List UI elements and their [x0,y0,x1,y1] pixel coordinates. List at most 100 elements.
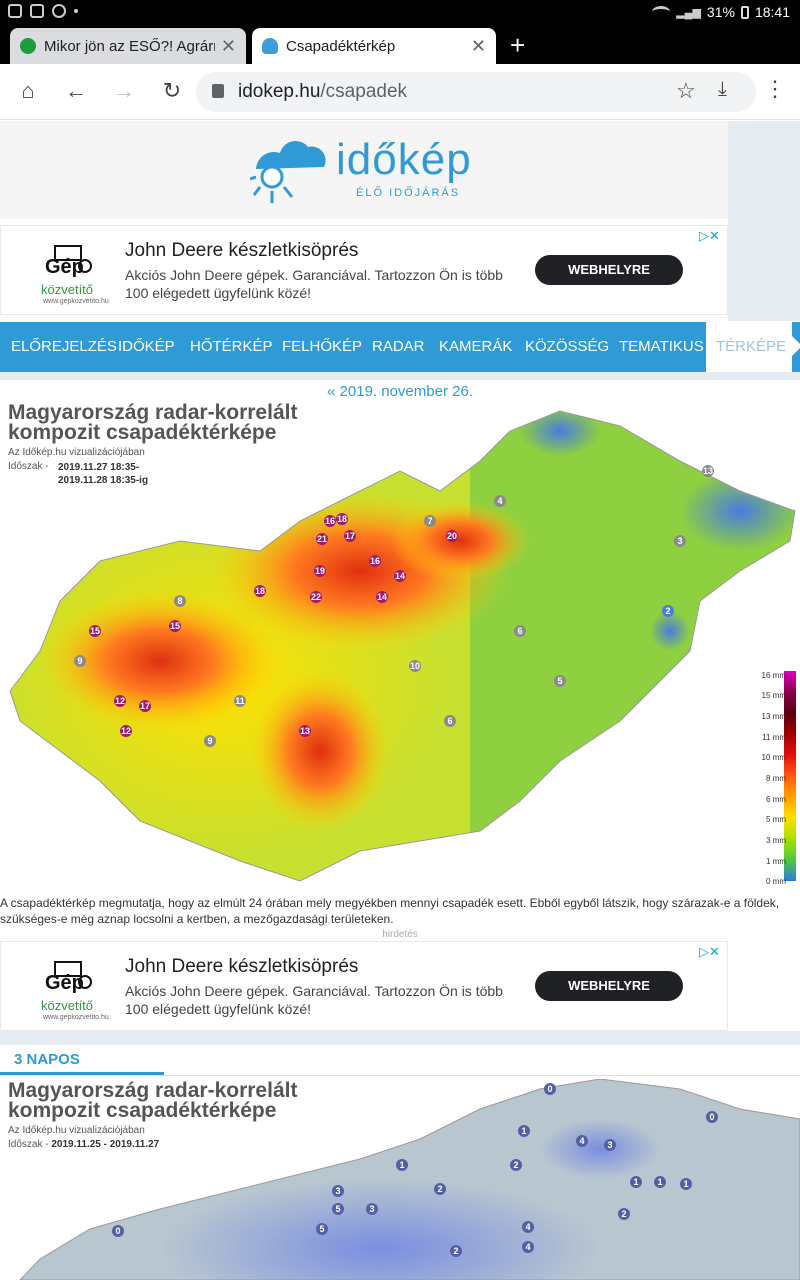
map-marker-label: 14 [395,571,405,581]
nav-kamerak[interactable]: KAMERÁK [439,338,513,355]
adchoices-icon[interactable]: ▷✕ [699,228,720,243]
bookmark-star-icon[interactable]: ☆ [676,78,696,103]
map-marker-label: 1 [657,1177,662,1187]
ad-banner[interactable]: Gép közvetítő www.gepkozvetito.hu John D… [0,225,728,315]
map-marker-label: 14 [377,592,387,602]
map-marker-label: 10 [410,661,420,671]
ad-brand-bottom: közvetítő [41,998,94,1013]
nav-radar[interactable]: RADAR [372,338,425,355]
ad-title[interactable]: John Deere készletkisöprés [125,956,359,977]
map-title: Magyarország radar-korrelált kompozit cs… [8,1079,298,1121]
map-marker-label: 17 [345,531,355,541]
map-marker-label: 3 [335,1186,340,1196]
tab-agrarm[interactable]: Mikor jön az ESŐ?! Agrárm ✕ [10,28,246,64]
tab-csapadekterkep[interactable]: Csapadéktérkép ✕ [252,28,496,64]
reload-icon[interactable]: ↻ [162,78,182,103]
agrarm-favicon-icon [20,38,36,54]
map-marker [369,555,381,567]
precipitation-map-3day-image: 0 1 2 3 4 5 0 1 2 3 4 5 1 2 0 3 1 2 4 1 [0,1079,800,1280]
map-marker-label: 0 [547,1084,552,1094]
legend-label: 0 mm [766,877,786,886]
download-icon[interactable]: ⤓ [718,78,727,100]
ad-brand-top: Gép [45,972,84,994]
map-marker [702,465,714,477]
map-marker [324,515,336,527]
map-marker [332,1203,344,1215]
map-marker [706,1111,718,1123]
map-title-line1: Magyarország radar-korrelált [8,1079,298,1102]
logo-text[interactable]: időkép [336,135,472,184]
close-tab-icon[interactable]: ✕ [220,35,236,56]
nav-felhokep[interactable]: FELHŐKÉP [282,338,363,355]
browser-toolbar: ⌂ ← → ↻ idokep.hu/csapadek ☆ ⤓ ⋮ [0,64,800,120]
map-marker [114,695,126,707]
map-marker-label: 19 [315,566,325,576]
ad-cta-button[interactable]: WEBHELYRE [535,971,683,1001]
legend-label: 13 mm [761,712,786,721]
map-marker [554,675,566,687]
nav-scroll-arrow-icon[interactable] [792,336,800,356]
map-marker [299,725,311,737]
map-marker [314,565,326,577]
menu-dots-icon[interactable]: ⋮ [764,76,786,101]
map-marker [376,591,388,603]
ad-banner-2[interactable]: Gép közvetítő www.gepkozvetito.hu John D… [0,941,728,1031]
map-marker [316,533,328,545]
precipitation-legend: 16 mm 15 mm 13 mm 11 mm 10 mm 8 mm 6 mm … [758,671,800,891]
nav-tematikus[interactable]: TEMATIKUS [619,338,704,355]
battery-percent: 31% [706,4,735,20]
map-marker-label: 15 [90,626,100,636]
web-page: időkép ÉLŐ IDŐJÁRÁS Gép közvetítő www.ge… [0,121,800,1280]
map-marker-label: 4 [497,496,502,506]
clock: 18:41 [754,4,790,20]
battery-icon [740,5,749,19]
map-marker [518,1125,530,1137]
map-marker-label: 1 [633,1177,638,1187]
main-nav: ELŐREJELZÉS IDŐKÉP HŐTÉRKÉP FELHŐKÉP RAD… [0,322,800,372]
map-marker [394,570,406,582]
more-notifications-icon [74,9,78,13]
ad-brand-top: Gép [45,256,84,278]
map-marker [310,591,322,603]
map-marker-label: 22 [311,592,321,602]
map-marker-label: 4 [525,1222,530,1232]
home-icon[interactable]: ⌂ [21,78,35,103]
map-marker [120,725,132,737]
legend-label: 3 mm [766,836,786,845]
back-arrow-icon[interactable]: ← [65,78,87,103]
previous-date-link[interactable]: « 2019. november 26. [327,383,473,400]
divider [0,372,800,380]
close-tab-icon[interactable]: ✕ [470,35,486,56]
address-bar[interactable]: idokep.hu/csapadek ☆ ⤓ [196,72,756,112]
nav-kozosseg[interactable]: KÖZÖSSÉG [525,338,610,355]
precipitation-map-image: 16 17 12 15 16 18 13 21 14 19 9 8 6 5 4 … [9,410,796,882]
legend-label: 11 mm [762,733,786,742]
logo-subtitle: ÉLŐ IDŐJÁRÁS [356,187,461,199]
forward-arrow-icon[interactable]: → [113,78,135,103]
nav-elorejelzes[interactable]: ELŐREJELZÉS [11,338,117,355]
map-marker-label: 1 [399,1160,404,1170]
adchoices-icon[interactable]: ▷✕ [699,944,720,959]
nav-hoterkep[interactable]: HŐTÉRKÉP [190,338,273,355]
nav-idokep[interactable]: IDŐKÉP [118,338,175,355]
legend-label: 6 mm [766,795,786,804]
legend-label: 15 mm [761,691,786,700]
map-marker-label: 16 [325,516,335,526]
new-tab-button[interactable]: + [510,30,526,60]
nav-terkepek[interactable]: TÉRKÉPE [706,322,792,372]
ad-title[interactable]: John Deere készletkisöprés [125,240,359,261]
ad-cta-button[interactable]: WEBHELYRE [535,255,683,285]
ad-description: Akciós John Deere gépek. Garanciával. Ta… [125,983,503,1017]
url-text[interactable]: idokep.hu/csapadek [238,81,407,103]
map-marker-label: 15 [170,621,180,631]
tab-title: Csapadéktérkép [286,37,396,55]
map-marker-label: 1 [521,1126,526,1136]
app-notification-icon [8,4,22,18]
wifi-icon [652,6,671,18]
map-marker-label: 21 [317,534,327,544]
lock-icon [212,84,224,98]
map-title-line2: kompozit csapadéktérképe [8,421,277,444]
signal-icon: ▂▄▆ [676,6,701,19]
idokep-logo-icon[interactable] [250,133,328,207]
map-marker [522,1241,534,1253]
